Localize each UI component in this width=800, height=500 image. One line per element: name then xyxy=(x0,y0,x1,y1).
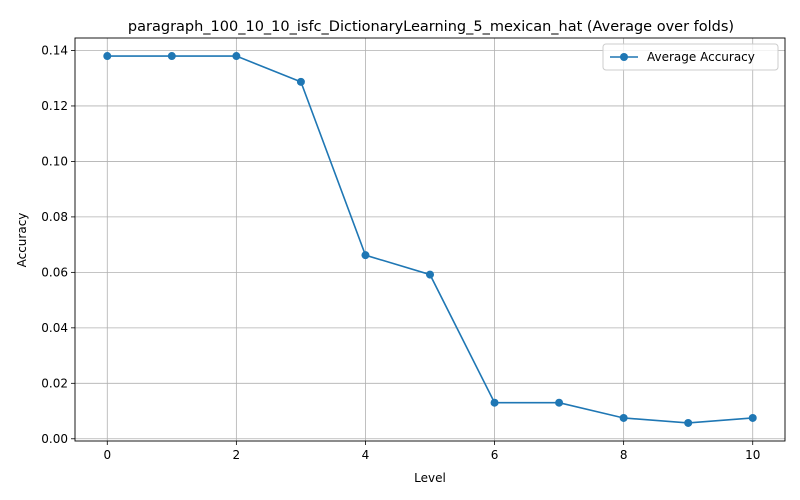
legend-box xyxy=(602,43,779,71)
x-tick-label: 6 xyxy=(491,448,499,462)
data-point xyxy=(619,413,628,422)
y-axis: 0.00 0.02 0.04 0.06 0.08 0.10 0.12 0.14 xyxy=(41,43,75,446)
series-layer xyxy=(103,52,757,427)
y-tick-label: 0.08 xyxy=(41,210,68,224)
y-tick-label: 0.10 xyxy=(41,154,68,168)
chart-title: paragraph_100_10_10_isfc_DictionaryLearn… xyxy=(128,19,734,35)
data-point xyxy=(361,251,370,260)
x-tick-label: 0 xyxy=(103,448,111,462)
data-point xyxy=(232,52,241,61)
series-line xyxy=(107,55,753,424)
data-point xyxy=(167,52,176,61)
legend-label: Average Accuracy xyxy=(647,50,755,64)
data-point xyxy=(296,77,305,86)
data-point xyxy=(748,413,757,422)
y-tick-label: 0.00 xyxy=(41,432,68,446)
plot-frame xyxy=(74,37,786,442)
y-tick-label: 0.04 xyxy=(41,321,68,335)
y-tick-label: 0.06 xyxy=(41,265,68,279)
x-tick-label: 4 xyxy=(362,448,370,462)
data-point xyxy=(426,270,434,279)
x-tick-label: 2 xyxy=(233,448,241,462)
data-point xyxy=(555,398,564,407)
y-tick-label: 0.02 xyxy=(41,376,68,390)
grid xyxy=(75,38,785,441)
data-point xyxy=(490,398,499,407)
y-tick-label: 0.14 xyxy=(41,43,68,57)
x-tick-label: 10 xyxy=(745,448,760,462)
y-tick-label: 0.12 xyxy=(41,99,68,113)
legend: Average Accuracy xyxy=(602,43,779,71)
y-axis-label: Accuracy xyxy=(15,213,29,268)
x-tick-label: 8 xyxy=(620,448,628,462)
legend-marker xyxy=(620,53,628,61)
data-point xyxy=(684,418,693,427)
x-axis: 0 2 4 6 8 10 xyxy=(103,441,760,462)
data-point xyxy=(103,52,112,61)
x-axis-label: Level xyxy=(414,471,446,485)
